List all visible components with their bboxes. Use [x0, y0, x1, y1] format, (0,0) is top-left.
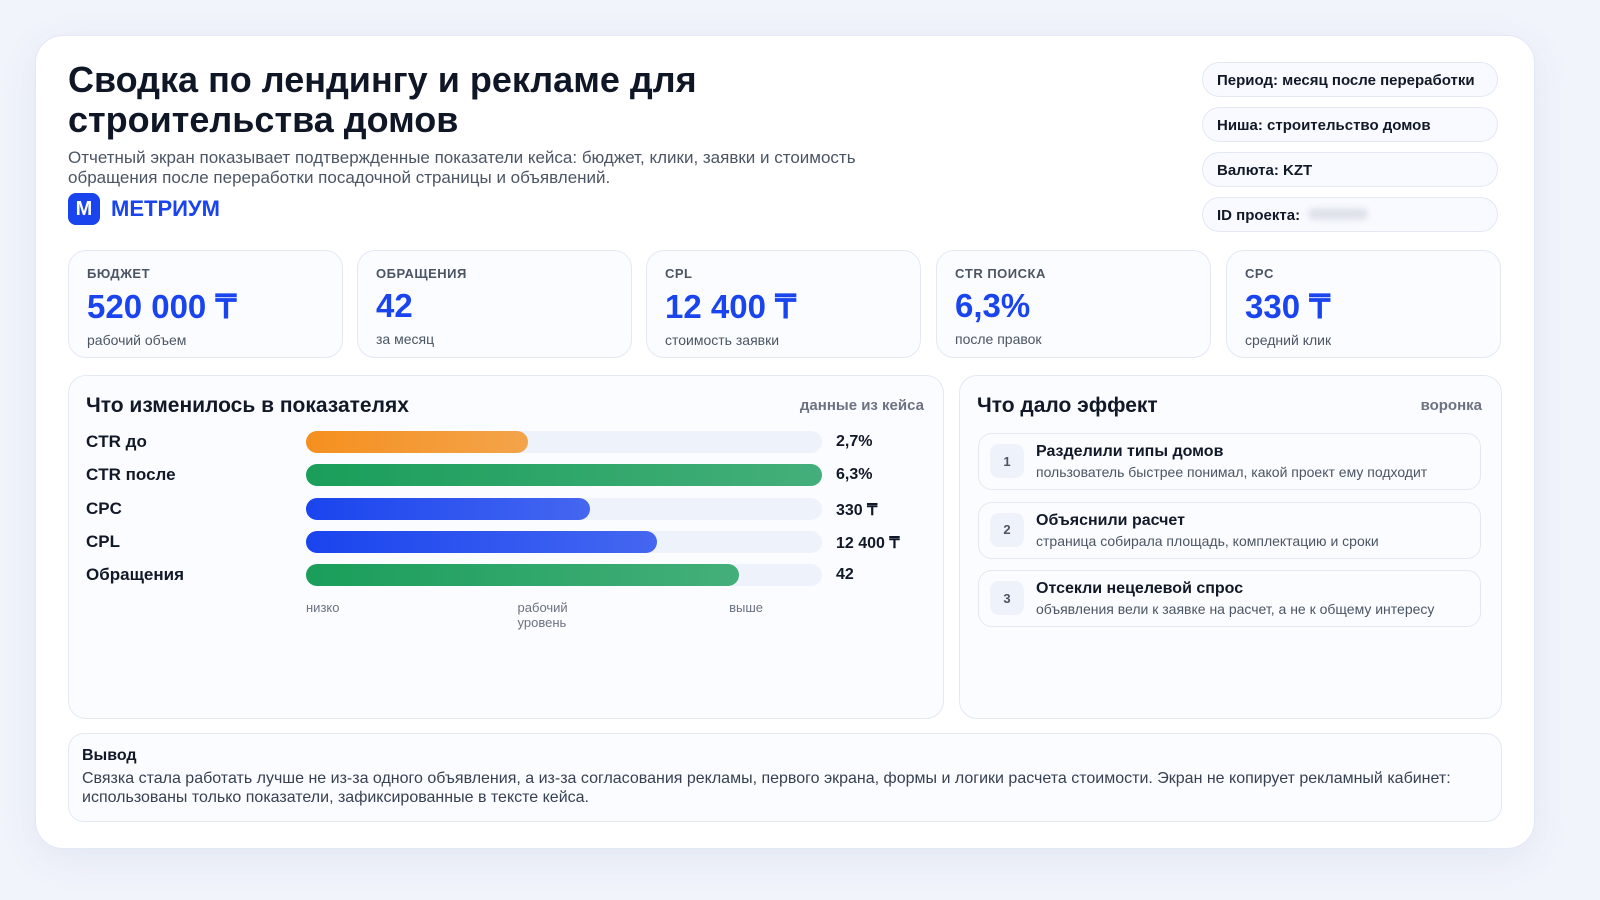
category-label: CTR до [86, 432, 147, 451]
effect-item [978, 570, 1481, 627]
kpi-value: 42 [376, 287, 413, 324]
effects-note: воронка [1420, 397, 1482, 414]
effect-title: Разделили типы домов [1036, 443, 1224, 460]
kpi-label: CPL [665, 266, 693, 281]
value-label: 42 [836, 566, 854, 584]
meta-pill: Валюта: KZT [1202, 152, 1498, 187]
effect-text: пользователь быстрее понимал, какой прое… [1036, 464, 1428, 480]
category-label: CPC [86, 498, 122, 518]
value-label: 2,7% [836, 433, 873, 450]
conclusion-box [68, 733, 1502, 822]
effect-title: Объяснили расчет [1036, 511, 1185, 529]
effect-number: 1 [990, 444, 1024, 478]
value-label: 330 ₸ [836, 501, 878, 519]
subtitle: Отчетный экран показывает подтвержденные… [68, 148, 856, 187]
kpi-note: за месяц [376, 331, 435, 347]
category-label: Обращения [86, 565, 184, 585]
bar [306, 564, 740, 587]
chart-title: Что изменилось в показателях [86, 394, 409, 417]
bar [306, 530, 657, 553]
kpi-note: средний клик [1245, 332, 1332, 348]
conclusion-text: Связка стала работать лучше не из-за одн… [82, 770, 1451, 806]
value-label: 12 400 ₸ [836, 534, 900, 552]
effect-number: 2 [990, 512, 1024, 547]
effect-text: страница собирала площадь, комплектацию … [1036, 532, 1379, 549]
kpi-card: БЮДЖЕТ 520 000 ₸ рабочий объем [68, 250, 343, 358]
kpi-label: CPC [1245, 266, 1274, 281]
bar [306, 464, 822, 487]
effect-item [978, 433, 1481, 490]
kpi-note: стоимость заявки [665, 332, 780, 348]
x-tick-label: низко [306, 600, 340, 615]
meta-pill: Ниша: строительство домов [1202, 107, 1498, 142]
kpi-label: CTR ПОИСКА [955, 266, 1046, 281]
page-title: Сводка по лендингу и рекламе для строите… [68, 59, 697, 140]
kpi-card: CPL 12 400 ₸ стоимость заявки [646, 250, 921, 358]
kpi-card: CPC 330 ₸ средний клик [1226, 250, 1501, 358]
effects-title: Что дало эффект [977, 394, 1158, 417]
kpi-note: после правок [955, 331, 1042, 347]
kpi-value: 330 ₸ [1245, 288, 1331, 325]
category-label: CPL [86, 531, 120, 551]
meta-pill: Период: месяц после переработки [1202, 62, 1498, 97]
effect-title: Отсекли нецелевой спрос [1036, 580, 1244, 597]
kpi-value: 12 400 ₸ [665, 288, 797, 325]
chart-note: данные из кейса [799, 397, 924, 414]
bar [306, 431, 528, 453]
effect-item [978, 501, 1481, 559]
kpi-card: ОБРАЩЕНИЯ 42 за месяц [357, 250, 632, 358]
conclusion-title: Вывод [82, 747, 137, 764]
value-label: 6,3% [836, 466, 873, 484]
effect-text: объявления вели к заявке на расчет, а не… [1036, 601, 1435, 617]
logo: М [68, 193, 100, 225]
blurred-id [1308, 208, 1368, 220]
kpi-note: рабочий объем [87, 332, 187, 348]
bar [306, 497, 590, 520]
x-tick-label: выше [729, 600, 764, 615]
kpi-card: CTR ПОИСКА 6,3% после правок [936, 250, 1211, 358]
x-tick-label: рабочий уровень [517, 600, 568, 630]
kpi-label: БЮДЖЕТ [87, 266, 151, 281]
kpi-value: 6,3% [955, 287, 1031, 324]
category-label: CTR после [86, 465, 176, 485]
brand: МЕТРИУМ [111, 196, 220, 221]
effect-number: 3 [990, 581, 1024, 615]
kpi-value: 520 000 ₸ [87, 288, 237, 325]
kpi-label: ОБРАЩЕНИЯ [376, 266, 467, 281]
